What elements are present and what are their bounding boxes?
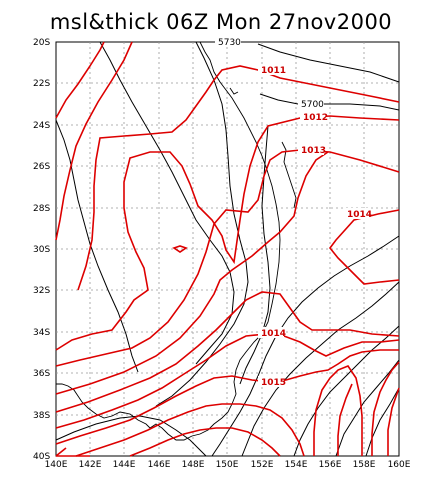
y-tick-label: 36S [33, 369, 50, 379]
y-axis: 20S 22S 24S 26S 28S 30S 32S 34S 36S 38S … [33, 38, 50, 462]
thickness-label: 5730 [218, 38, 241, 48]
x-tick-label: 150E [216, 460, 239, 470]
x-tick-label: 146E [148, 460, 171, 470]
x-tick-label: 158E [353, 460, 376, 470]
msl-label: 1011 [261, 66, 286, 76]
map-title: msl&thick 06Z Mon 27nov2000 [49, 10, 393, 34]
y-tick-label: 28S [33, 204, 50, 214]
y-tick-label: 38S [33, 411, 50, 421]
y-tick-label: 32S [33, 286, 50, 296]
y-tick-label: 26S [33, 162, 50, 172]
x-axis: 140E 142E 144E 146E 148E 150E 152E 154E … [45, 460, 411, 470]
msl-contours [55, 41, 400, 457]
msl-label: 1014 [261, 329, 286, 339]
contour-labels: 1011 1012 1013 1014 1014 1015 5700 5730 [215, 37, 372, 388]
msl-label: 1014 [347, 210, 372, 220]
x-tick-label: 160E [388, 460, 411, 470]
thickness-label: 5700 [301, 100, 324, 110]
y-tick-label: 24S [33, 121, 50, 131]
x-tick-label: 152E [251, 460, 274, 470]
x-tick-label: 144E [113, 460, 136, 470]
msl-label: 1012 [303, 113, 328, 123]
x-tick-label: 140E [45, 460, 68, 470]
coastline [56, 41, 297, 441]
msl-label: 1015 [261, 378, 286, 388]
y-tick-label: 20S [33, 38, 50, 48]
x-tick-label: 142E [79, 460, 102, 470]
x-tick-label: 154E [285, 460, 308, 470]
x-tick-label: 148E [182, 460, 205, 470]
y-tick-label: 34S [33, 328, 50, 338]
y-tick-label: 40S [33, 452, 50, 462]
msl-label: 1013 [301, 146, 326, 156]
y-tick-label: 22S [33, 79, 50, 89]
x-tick-label: 156E [319, 460, 342, 470]
y-tick-label: 30S [33, 245, 50, 255]
